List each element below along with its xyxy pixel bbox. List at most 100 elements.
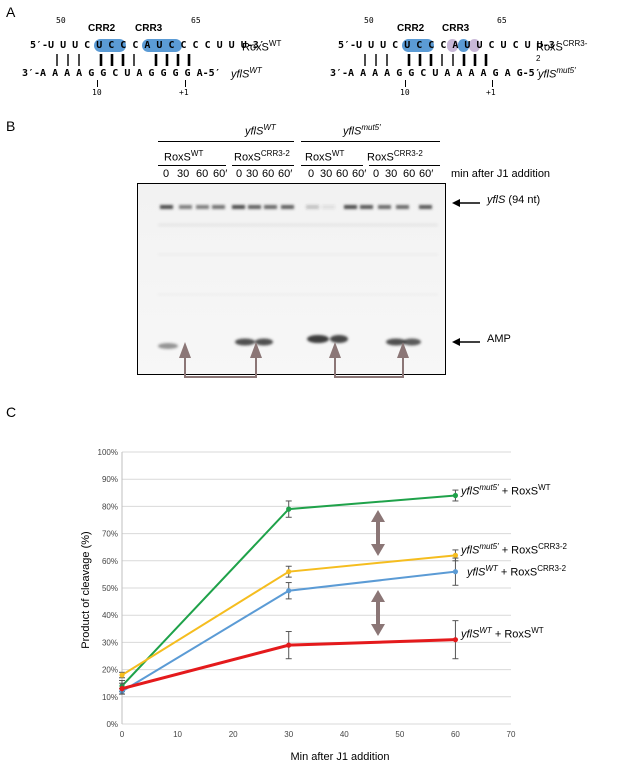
chart-grid: [121, 451, 511, 725]
pos-10-left: 10: [92, 88, 102, 97]
down-arrow-icon: [371, 624, 385, 636]
pos-65-left: 65: [191, 16, 201, 25]
y-tick-label: 50%: [102, 584, 118, 593]
sub-roxs-crr3-2-1: RoxSCRR3-2: [234, 149, 290, 164]
panel-a-label: A: [6, 4, 16, 20]
up-arrow-icon: [329, 342, 341, 358]
panel-c-label: C: [6, 404, 17, 420]
crr3-label-right: CRR3: [442, 23, 470, 34]
time-60p-3: 60′: [352, 168, 367, 180]
data-point: [452, 492, 459, 499]
crr2-label-left: CRR2: [88, 23, 116, 34]
data-point: [286, 506, 292, 512]
x-tick-label: 20: [229, 730, 238, 739]
crr2-highlight-left: [94, 39, 126, 52]
pos-50-left: 50: [56, 16, 66, 25]
sub-roxs-crr3-2-2: RoxSCRR3-2: [367, 149, 423, 164]
y-tick-label: 10%: [102, 693, 118, 702]
group-yfls-mut5: yflSmut5′: [343, 123, 381, 138]
time-0-2: 0: [236, 168, 243, 180]
series-label-wt-crr3-2: yflSWT + RoxSCRR3-2: [467, 564, 567, 579]
time-60p-4: 60′: [419, 168, 434, 180]
x-tick-label: 60: [451, 730, 460, 739]
group2-bar: [301, 141, 440, 142]
yfls-mut5-seq: 3′-A A A A G G C U A A A A G A G-5′: [330, 68, 541, 79]
yfls-94nt-label: yflS (94 nt): [487, 194, 541, 206]
y-tick-label: 20%: [102, 666, 118, 675]
comparison-arrows: [371, 510, 385, 636]
pos-65-right: 65: [497, 16, 507, 25]
gel-comparison-arrows: [179, 342, 409, 378]
sub-roxs-wt-1: RoxSWT: [164, 149, 204, 164]
pairing-ticks-right: [364, 54, 488, 66]
pos-1-right: +1: [486, 88, 496, 97]
series-label-wt-wt: yflSWT + RoxSWT: [461, 626, 544, 641]
crr3-highlight-left: [142, 39, 182, 52]
x-tick-label: 0: [120, 730, 125, 739]
yfls-wt-name: yflSWT: [231, 66, 262, 81]
y-tick-labels: 0% 10% 20% 30% 40% 50% 60% 70% 80% 90% 100%: [98, 448, 118, 729]
roxs-wt-seq: 5′-U U U C U C C C A U C C C C U U U-3′: [30, 40, 265, 51]
y-axis-label: Product of cleavage (%): [80, 531, 92, 648]
data-point: [286, 588, 292, 594]
time-30-3: 30: [320, 168, 333, 180]
up-arrow-icon: [250, 342, 262, 358]
yfls-wt-seq: 3′-A A A A G G C U A G G G G A-5′: [22, 68, 221, 79]
group-yfls-wt: yflSWT: [245, 123, 276, 138]
time-60-1: 60: [196, 168, 209, 180]
x-axis-label: Min after J1 addition: [290, 751, 389, 763]
time-60p-1: 60′: [213, 168, 228, 180]
y-tick-label: 60%: [102, 557, 118, 566]
time-30-4: 30: [385, 168, 398, 180]
series-label-mut5-crr3-2: yflSmut5′ + RoxSCRR3-2: [461, 542, 567, 557]
pairing-ticks-left: [56, 54, 191, 66]
up-arrow-icon: [179, 342, 191, 358]
yfls-mut5-name: yflSmut5′: [538, 66, 576, 81]
roxs-crr3-2-seq: 5′-U U U C U C C C A U U C U C U U-3′: [338, 40, 561, 51]
y-tick-label: 100%: [98, 448, 118, 457]
y-tick-label: 0%: [106, 720, 118, 729]
x-tick-label: 40: [340, 730, 349, 739]
data-point: [452, 569, 459, 575]
amp-label: AMP: [487, 333, 511, 345]
data-point: [452, 552, 459, 558]
y-tick-label: 70%: [102, 530, 118, 539]
chart-series: [119, 489, 459, 695]
series-label-mut5-wt: yflSmut5′ + RoxSWT: [461, 483, 551, 498]
x-tick-label: 10: [173, 730, 182, 739]
data-point: [286, 569, 292, 575]
time-0-1: 0: [163, 168, 170, 180]
down-arrow-icon: [371, 544, 385, 556]
gel-bands: [158, 205, 438, 349]
time-60p-2: 60′: [278, 168, 293, 180]
crr3-label-left: CRR3: [135, 23, 163, 34]
crr2-highlight-right: [402, 39, 434, 52]
time-60-2: 60: [262, 168, 275, 180]
up-arrow-icon: [371, 590, 385, 602]
data-point: [452, 637, 459, 643]
time-0-4: 0: [373, 168, 380, 180]
data-point: [119, 672, 125, 678]
x-tick-label: 50: [395, 730, 404, 739]
pos-10-right: 10: [400, 88, 410, 97]
data-point: [119, 686, 125, 692]
gel-image: [137, 183, 446, 375]
crr3-highlight-right: [458, 39, 469, 52]
time-30-2: 30: [246, 168, 259, 180]
up-arrow-icon: [371, 510, 385, 522]
x-tick-label: 70: [507, 730, 516, 739]
pos-1-left: +1: [179, 88, 189, 97]
roxs-crr3-2-name: RoxSCRR3-2: [536, 39, 588, 63]
y-tick-label: 30%: [102, 638, 118, 647]
panel-b-label: B: [6, 118, 16, 134]
crr3-mut-highlight-1: [447, 39, 458, 52]
left-arrow-icon: [452, 338, 480, 346]
x-tick-labels: 0 10 20 30 40 50 60 70: [120, 730, 516, 739]
y-tick-label: 80%: [102, 502, 118, 511]
time-caption: min after J1 addition: [451, 168, 551, 180]
pos-50-right: 50: [364, 16, 374, 25]
y-tick-label: 90%: [102, 475, 118, 484]
x-tick-label: 30: [284, 730, 293, 739]
time-60-3: 60: [336, 168, 349, 180]
